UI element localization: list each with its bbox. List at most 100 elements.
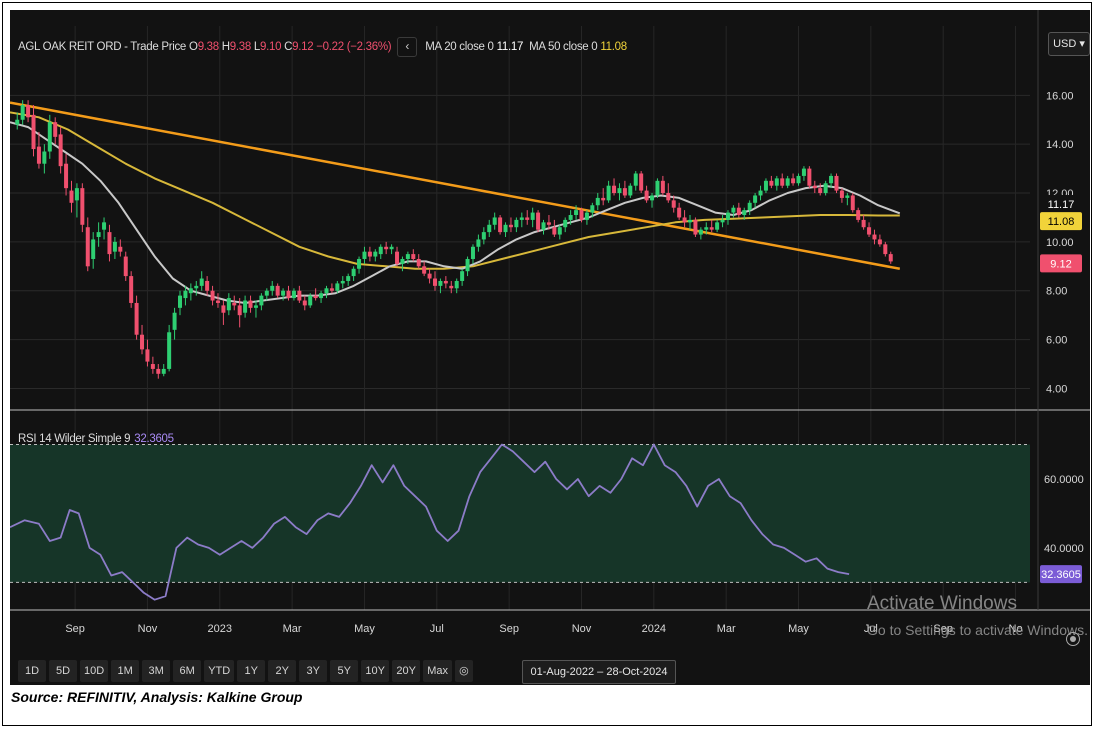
- x-tick-label: 2023: [208, 623, 232, 635]
- trendline: [10, 101, 901, 270]
- range-button[interactable]: 2Y: [268, 660, 297, 682]
- range-button[interactable]: 1D: [18, 660, 46, 682]
- candle-down: [552, 227, 557, 235]
- candle-down: [709, 227, 714, 230]
- candle-up: [340, 280, 345, 284]
- candle-down: [660, 180, 665, 194]
- candle-up: [20, 105, 25, 120]
- candle-down: [145, 349, 150, 362]
- candle-down: [508, 224, 513, 228]
- activate-windows-watermark: Activate Windows: [867, 593, 1017, 614]
- candle-down: [677, 207, 682, 218]
- range-button[interactable]: 20Y: [392, 660, 421, 682]
- candle-up: [400, 258, 405, 264]
- candle-down: [546, 222, 551, 225]
- range-button[interactable]: 3M: [142, 660, 171, 682]
- range-button[interactable]: Max: [423, 660, 452, 682]
- ma50-price-tag-bg: [1040, 212, 1082, 231]
- candle-up: [324, 288, 329, 294]
- candle-up: [96, 232, 101, 237]
- candle-up: [454, 280, 459, 289]
- rsi-band: [10, 444, 1030, 583]
- candle-down: [313, 295, 318, 299]
- close-value: 9.12: [292, 41, 314, 53]
- x-tick-label: Mar: [717, 623, 736, 635]
- candle-down: [525, 217, 530, 220]
- candle-up: [845, 195, 850, 198]
- candle-down: [411, 254, 416, 259]
- candle-down: [150, 364, 155, 369]
- candle-up: [91, 239, 96, 259]
- candle-down: [671, 200, 676, 208]
- candle-up: [774, 178, 779, 186]
- candle-down: [134, 302, 139, 335]
- candle-down: [839, 190, 844, 198]
- candle-down: [736, 207, 741, 216]
- collapse-chevron-icon[interactable]: ‹: [397, 37, 418, 57]
- range-button[interactable]: 5D: [49, 660, 77, 682]
- candle-down: [69, 190, 74, 203]
- candle-up: [492, 217, 497, 225]
- price-tick-label: 14.00: [1046, 139, 1074, 151]
- candle-down: [666, 193, 671, 201]
- x-tick-label: Mar: [283, 623, 302, 635]
- x-tick-label: May: [354, 623, 375, 635]
- candle-up: [172, 312, 177, 330]
- candle-up: [362, 251, 367, 259]
- candle-up: [688, 219, 692, 223]
- candle-up: [514, 219, 519, 228]
- candle-down: [80, 188, 85, 225]
- range-button[interactable]: YTD: [204, 660, 235, 682]
- x-tick-label: 2024: [642, 623, 666, 635]
- range-button[interactable]: 5Y: [330, 660, 359, 682]
- ma50-price-tag: 11.08: [1048, 216, 1075, 228]
- candle-down: [221, 305, 226, 313]
- candle-down: [118, 246, 123, 252]
- candle-up: [264, 290, 269, 296]
- candle-up: [829, 175, 834, 184]
- candle-up: [74, 188, 79, 201]
- candle-up: [405, 254, 410, 259]
- range-button[interactable]: 10D: [80, 660, 109, 682]
- candle-down: [807, 168, 812, 186]
- candle-down: [872, 234, 877, 240]
- candle-up: [568, 215, 573, 220]
- candle-up: [763, 180, 768, 191]
- x-tick-label: Nov: [572, 623, 592, 635]
- range-button[interactable]: 6M: [173, 660, 202, 682]
- activate-windows-hint: Go to Settings to activate Windows.: [867, 622, 1088, 638]
- range-button[interactable]: 10Y: [361, 660, 390, 682]
- candle-down: [639, 173, 644, 191]
- zoom-reset-icon[interactable]: ◎: [454, 660, 473, 682]
- candle-down: [498, 217, 503, 233]
- candle-down: [302, 300, 307, 306]
- candle-up: [281, 290, 286, 296]
- candle-down: [26, 105, 31, 118]
- x-tick-label: Sep: [499, 623, 519, 635]
- candle-down: [53, 122, 58, 137]
- candle-up: [704, 227, 709, 230]
- candle-up: [595, 197, 600, 206]
- candle-down: [140, 334, 145, 350]
- candle-up: [199, 278, 204, 286]
- settings-icon[interactable]: [1066, 632, 1080, 646]
- last-price-tag: 9.12: [1050, 258, 1071, 270]
- candle-up: [178, 295, 182, 308]
- candle-up: [183, 290, 188, 299]
- candle-up: [747, 202, 752, 211]
- candle-up: [617, 188, 622, 194]
- candle-up: [655, 180, 660, 196]
- candle-up: [291, 290, 296, 299]
- range-button[interactable]: 1Y: [237, 660, 266, 682]
- candle-up: [465, 258, 470, 272]
- candle-down: [297, 290, 302, 301]
- currency-select[interactable]: USD ▾: [1048, 32, 1090, 56]
- candle-up: [308, 295, 313, 306]
- candle-down: [644, 190, 649, 201]
- range-button[interactable]: 1M: [111, 660, 140, 682]
- candle-down: [612, 185, 617, 194]
- price-tick-label: 16.00: [1046, 90, 1074, 102]
- date-range-picker[interactable]: 01-Aug-2022 – 28-Oct-2024: [522, 660, 676, 684]
- range-button[interactable]: 3Y: [299, 660, 328, 682]
